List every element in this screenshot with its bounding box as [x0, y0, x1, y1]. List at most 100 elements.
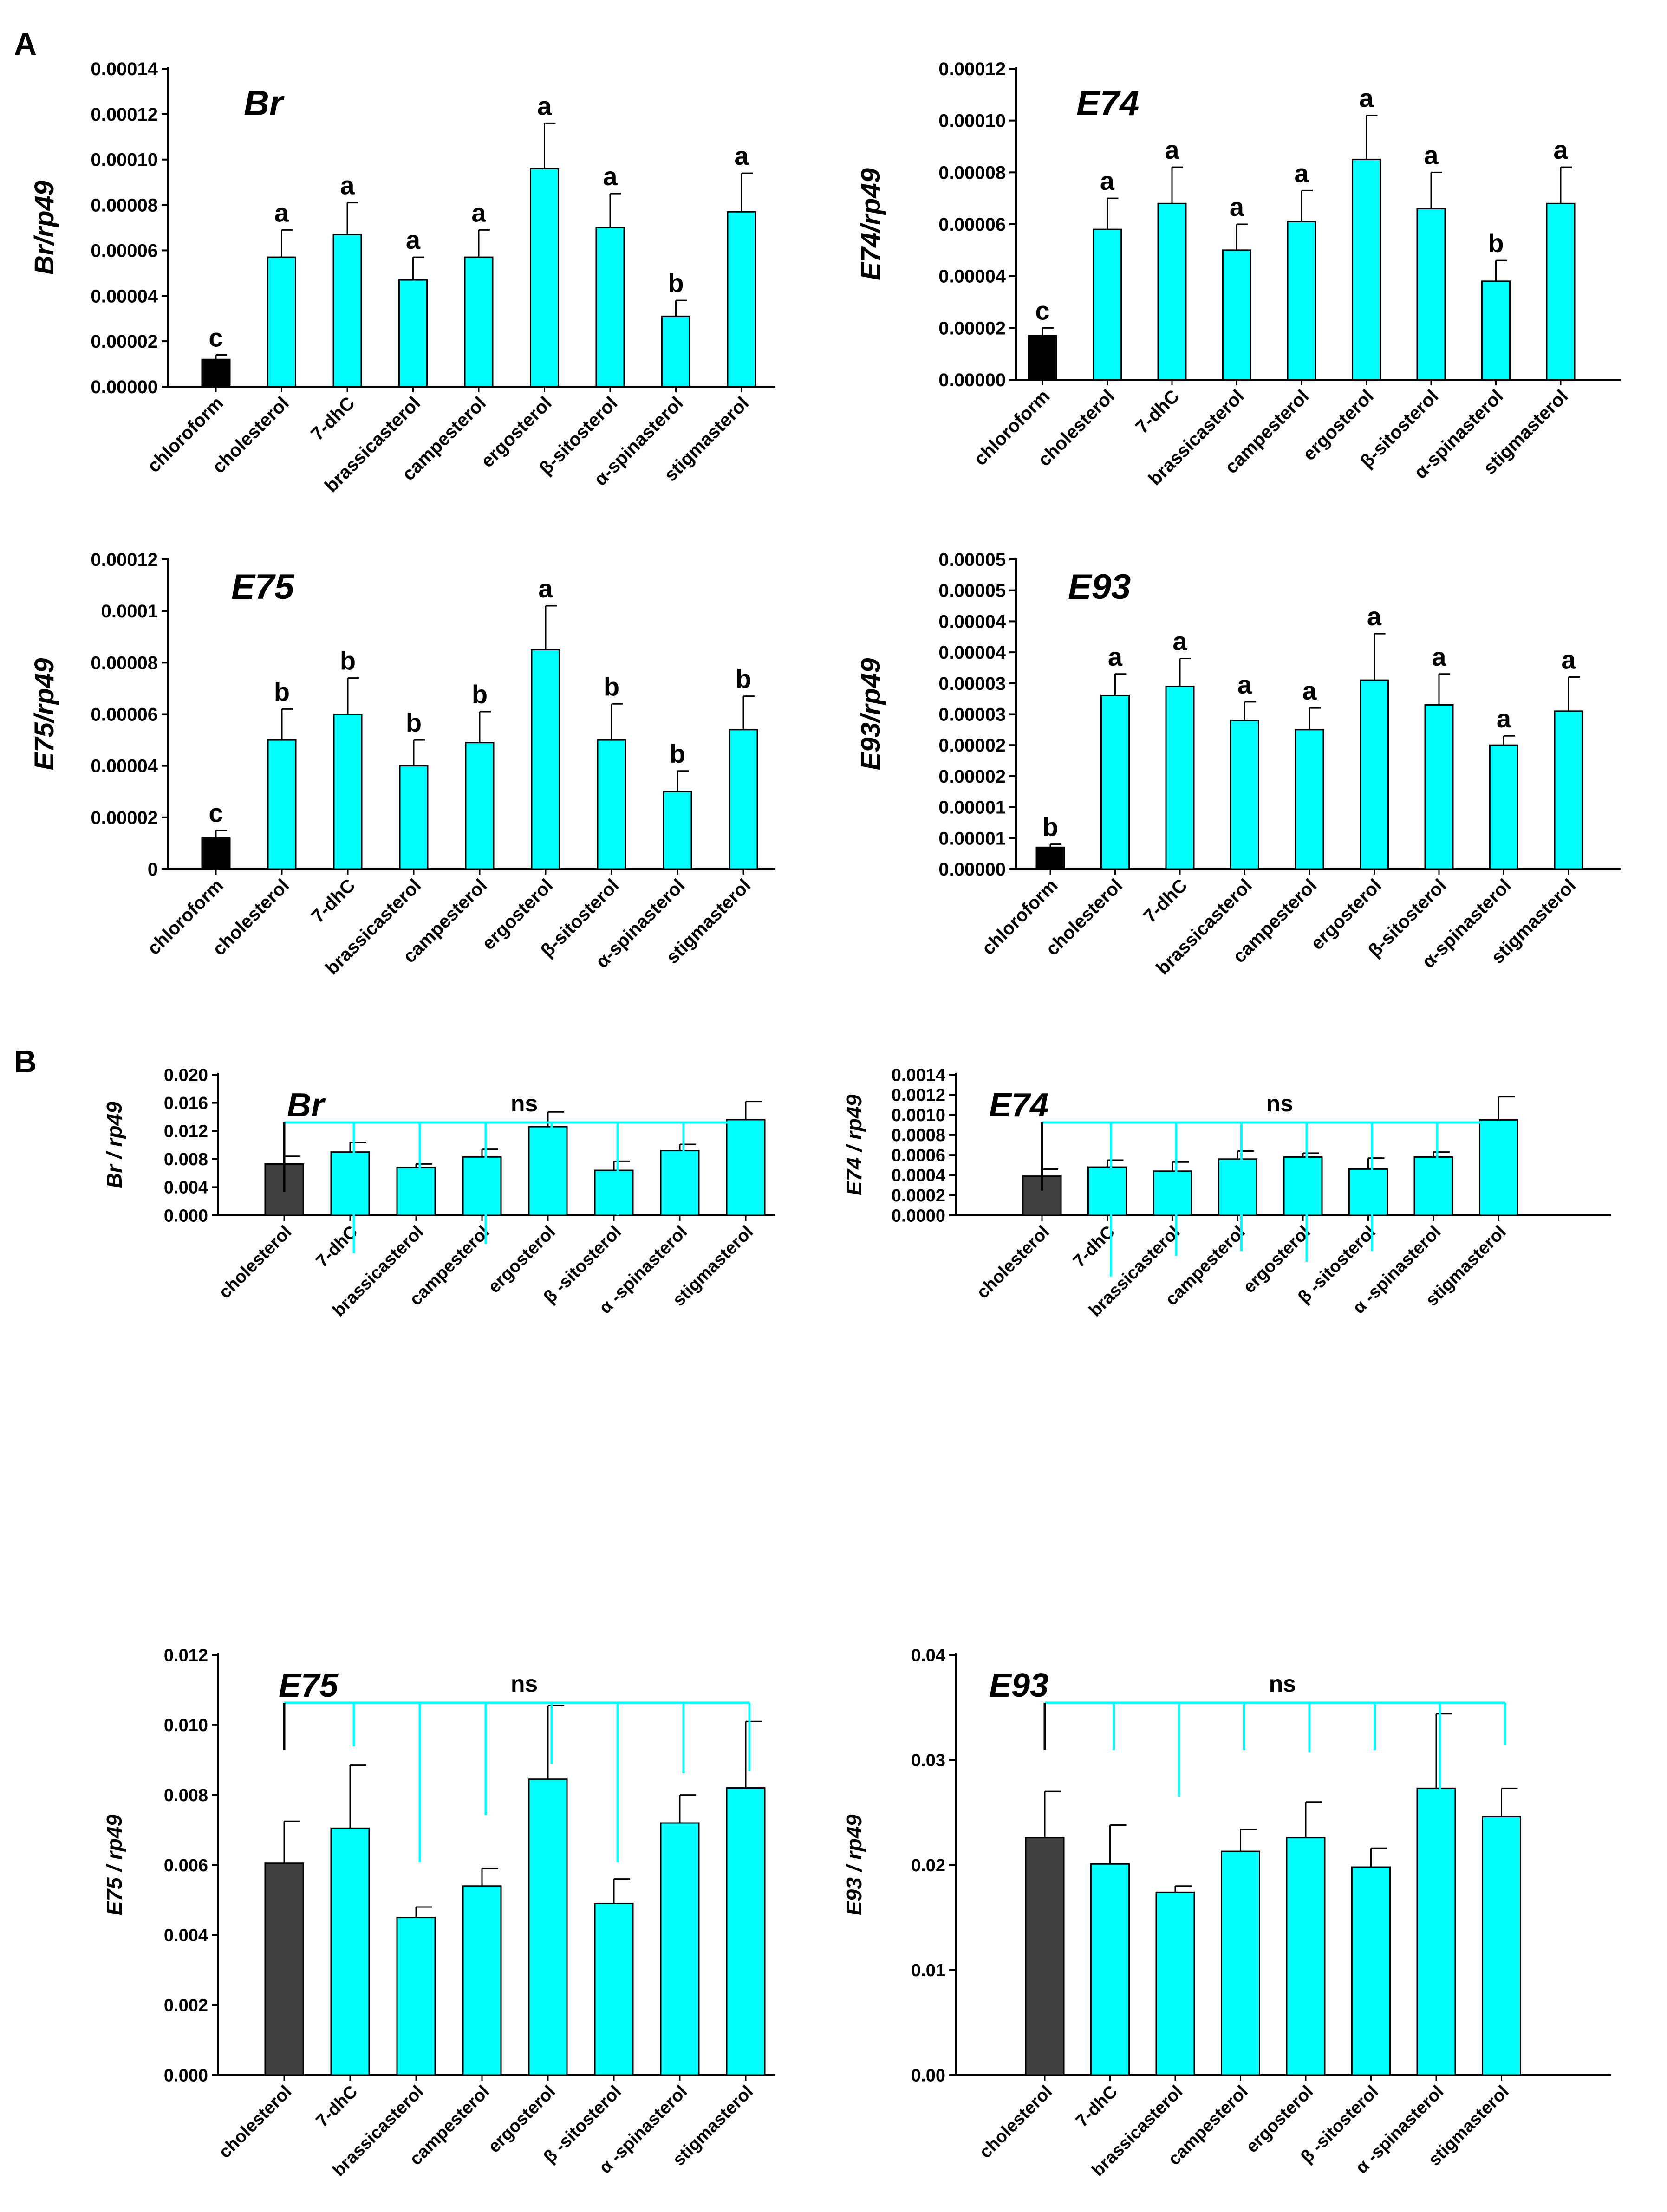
chart-b-e75: E75 E75 / rp49 0.000 0.002 0.004 0.006 0.008 0.…: [102, 1646, 775, 2180]
y-tick-label: 0.03: [911, 1751, 945, 1771]
y-axis-label: E74 / rp49: [842, 1094, 866, 1195]
y-tick-label: 0.0001: [101, 601, 158, 622]
category-label: cholesterol: [215, 2082, 295, 2162]
chart-b-br: Br Br / rp49 0.000 0.004 0.008 0.012 0.016 0.02…: [102, 1065, 775, 1321]
significance-letter: b: [1042, 812, 1058, 842]
y-tick-label: 0.000: [164, 2066, 208, 2085]
bar: [1221, 1850, 1260, 2076]
y-tick-label: 0.00002: [938, 735, 1006, 756]
y-axis-label: E93 / rp49: [842, 1814, 866, 1915]
bar: [1554, 710, 1583, 870]
ns-label: ns: [1269, 1671, 1296, 1697]
bar: [1416, 1787, 1456, 2076]
bar: [531, 649, 560, 870]
y-tick-label: 0.020: [164, 1065, 208, 1085]
bar: [660, 1150, 700, 1216]
chart-title: E75: [279, 1667, 339, 1704]
bar: [396, 1917, 436, 2076]
bar: [530, 168, 559, 388]
significance-letter: a: [603, 162, 618, 191]
bar: [1028, 335, 1057, 381]
significance-letter: a: [274, 198, 289, 227]
bar: [663, 791, 692, 870]
significance-letter: a: [1294, 158, 1309, 188]
bar: [661, 315, 690, 388]
y-tick-label: 0.0004: [892, 1166, 945, 1186]
bar: [267, 739, 297, 870]
significance-letter: a: [471, 198, 486, 227]
bar: [1413, 1156, 1453, 1216]
chart-title: Br: [244, 84, 285, 123]
y-axis-label: E74/rp49: [856, 168, 886, 280]
y-tick-label: 0.0006: [892, 1146, 945, 1165]
bar: [1287, 221, 1316, 381]
bar: [727, 211, 756, 388]
bar: [1481, 280, 1511, 381]
significance-letter: a: [1172, 626, 1187, 655]
bar: [399, 765, 429, 870]
y-tick-label: 0.010: [164, 1716, 208, 1735]
category-label: 7-dhC: [1140, 875, 1191, 927]
y-tick-label: 0.00001: [938, 798, 1006, 818]
bar: [1479, 1119, 1518, 1216]
significance-letter: a: [1367, 602, 1382, 631]
y-tick-label: 0.01: [911, 1961, 945, 1980]
bar: [1035, 846, 1065, 870]
y-axis-label: Br/rp49: [29, 181, 59, 275]
y-tick-label: 0.00014: [91, 59, 158, 79]
significance-letter: b: [736, 664, 751, 694]
bar: [1157, 202, 1187, 381]
y-tick-label: 0.004: [164, 1926, 208, 1946]
y-tick-label: 0.00002: [91, 331, 158, 352]
significance-letter: c: [208, 323, 223, 352]
category-label: 7-dhC: [307, 875, 359, 927]
bar: [1153, 1170, 1192, 1216]
bar: [330, 1151, 370, 1216]
significance-letter: b: [604, 672, 619, 701]
bar: [1218, 1158, 1257, 1216]
y-tick-label: 0.00: [911, 2066, 945, 2085]
bar: [1093, 228, 1122, 381]
y-axis-label: E93/rp49: [856, 658, 886, 771]
y-tick-label: 0.0008: [892, 1126, 945, 1145]
significance-letter: b: [274, 677, 290, 706]
bar: [1482, 1816, 1521, 2076]
significance-letter: a: [538, 574, 553, 603]
ns-label: ns: [511, 1090, 538, 1116]
ns-label: ns: [1266, 1090, 1293, 1116]
significance-letter: a: [537, 91, 552, 120]
bar: [1348, 1168, 1388, 1216]
bar: [1424, 704, 1454, 870]
y-tick-label: 0.002: [164, 1996, 208, 2015]
bar: [1283, 1156, 1323, 1216]
y-tick-label: 0.006: [164, 1856, 208, 1875]
y-tick-label: 0.00012: [91, 104, 158, 125]
significance-letter: a: [340, 171, 355, 200]
significance-letter: c: [1035, 296, 1049, 325]
y-tick-label: 0.00004: [91, 756, 158, 777]
bar: [594, 1169, 634, 1216]
bar: [465, 742, 495, 870]
y-tick-label: 0.0014: [892, 1065, 945, 1085]
bar: [330, 1827, 370, 2076]
y-tick-label: 0.0000: [892, 1206, 945, 1226]
y-tick-label: 0.00006: [938, 214, 1006, 235]
y-tick-label: 0.00005: [938, 550, 1006, 570]
y-tick-label: 0.00004: [938, 642, 1006, 663]
chart-title: Br: [287, 1087, 326, 1124]
category-label: cholesterol: [215, 1222, 295, 1303]
bar: [398, 279, 428, 388]
y-tick-label: 0.00006: [91, 240, 158, 261]
bar: [1025, 1837, 1065, 2076]
y-tick-label: 0.00002: [938, 318, 1006, 338]
category-label: 7-dhC: [1072, 2082, 1121, 2131]
bar: [595, 227, 625, 388]
chart-title: E93: [989, 1667, 1048, 1704]
bar: [1090, 1863, 1130, 2076]
y-tick-label: 0.012: [164, 1646, 208, 1665]
y-axis-label: Br / rp49: [102, 1102, 126, 1188]
y-tick-label: 0.00012: [91, 550, 158, 570]
bar: [1416, 208, 1446, 381]
significance-letter: a: [1100, 166, 1115, 195]
